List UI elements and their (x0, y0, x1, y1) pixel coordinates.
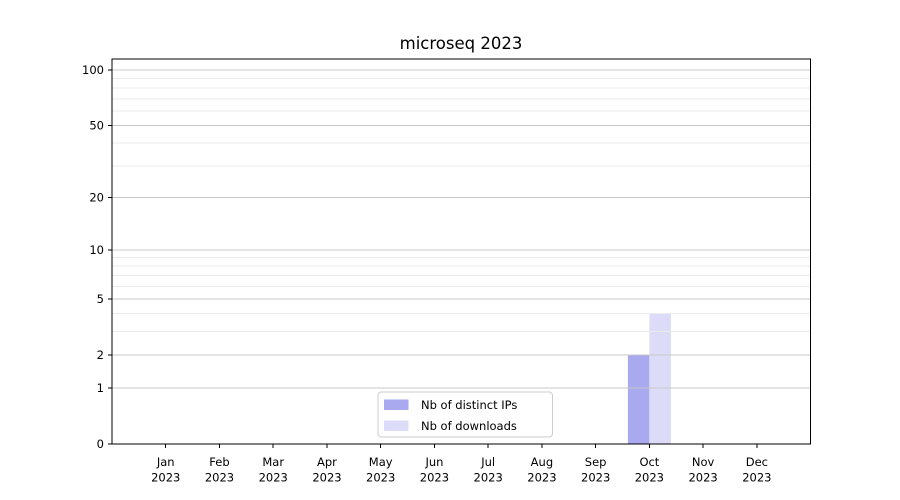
bar-nb-of-downloads (649, 313, 671, 444)
plot-border (111, 58, 812, 445)
y-tick-label: 0 (97, 437, 104, 451)
x-tick-label-month: Aug (531, 455, 553, 469)
x-tick-label-month: Jun (424, 455, 443, 469)
x-tick-label-year: 2023 (742, 471, 771, 485)
x-tick-label-year: 2023 (635, 471, 664, 485)
legend-swatch-distinct-ips-icon (384, 399, 409, 410)
bar-nb-of-distinct-ips (627, 355, 650, 444)
x-tick-label-year: 2023 (151, 471, 180, 485)
legend-swatch-downloads-icon (384, 420, 409, 431)
x-tick-label-month: Apr (317, 455, 337, 469)
chart-title: microseq 2023 (400, 34, 523, 53)
x-tick-label-year: 2023 (527, 471, 556, 485)
y-tick-label: 20 (89, 190, 104, 204)
x-tick-label-month: Oct (639, 455, 659, 469)
x-tick-label-month: Mar (262, 455, 284, 469)
y-tick-label: 5 (97, 292, 104, 306)
x-tick-label-year: 2023 (474, 471, 503, 485)
x-tick-label-month: Dec (746, 455, 768, 469)
x-tick-label-year: 2023 (688, 471, 717, 485)
y-tick-label: 100 (82, 63, 104, 77)
x-tick-label-year: 2023 (581, 471, 610, 485)
x-tick-label-month: Feb (209, 455, 229, 469)
legend: Nb of distinct IPs Nb of downloads (377, 391, 553, 438)
x-tick-label-month: May (369, 455, 393, 469)
x-tick-label-month: Jan (156, 455, 175, 469)
legend-label-distinct-ips: Nb of distinct IPs (421, 398, 517, 412)
x-tick-label-year: 2023 (205, 471, 234, 485)
x-tick-label-year: 2023 (312, 471, 341, 485)
legend-box (377, 391, 553, 438)
legend-label-downloads: Nb of downloads (421, 419, 517, 433)
y-tick-label: 10 (89, 243, 104, 257)
x-tick-label-month: Jul (480, 455, 495, 469)
x-tick-label-year: 2023 (420, 471, 449, 485)
plot-area: 0 1 2 5 10 20 50 100 Jan 2023 Feb 2023 Mar 2023 Apr 202… (82, 58, 812, 485)
y-tick-label: 2 (97, 348, 104, 362)
x-tick-label-month: Sep (585, 455, 607, 469)
x-tick-label-month: Nov (692, 455, 715, 469)
y-tick-label: 50 (89, 119, 104, 133)
x-tick-label-year: 2023 (259, 471, 288, 485)
x-tick-label-year: 2023 (366, 471, 395, 485)
y-tick-label: 1 (97, 381, 104, 395)
